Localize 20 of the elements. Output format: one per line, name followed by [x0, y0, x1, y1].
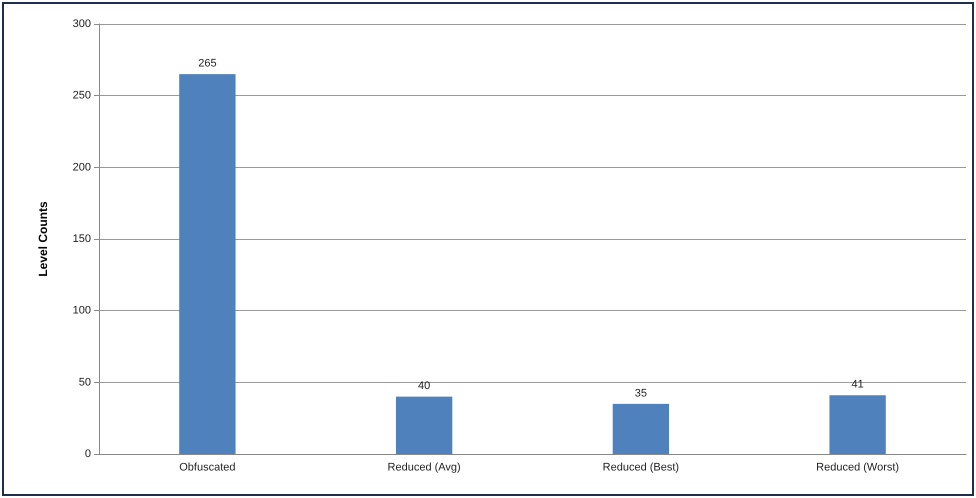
x-tick-label: Reduced (Best) — [602, 462, 680, 474]
data-label: 35 — [634, 387, 647, 400]
data-label: 265 — [198, 58, 217, 70]
y-tick-label: 200 — [72, 161, 91, 174]
data-label: 40 — [418, 380, 430, 392]
y-tick-label: 150 — [72, 233, 91, 245]
data-label: 41 — [852, 378, 864, 391]
bar — [396, 396, 452, 454]
y-tick-label: 250 — [72, 90, 91, 102]
x-tick-label: Reduced (Worst) — [816, 462, 900, 474]
x-tick-label: Obfuscated — [179, 462, 236, 474]
y-axis-title: Level Counts — [36, 201, 50, 277]
y-tick-label: 50 — [78, 376, 91, 388]
y-tick-label: 0 — [84, 448, 91, 460]
bar — [179, 74, 236, 454]
y-tick-label: 300 — [72, 18, 91, 30]
bar — [612, 404, 670, 454]
y-tick-label: 100 — [72, 304, 91, 317]
x-tick-label: Reduced (Avg) — [388, 462, 461, 474]
bar — [829, 395, 886, 454]
